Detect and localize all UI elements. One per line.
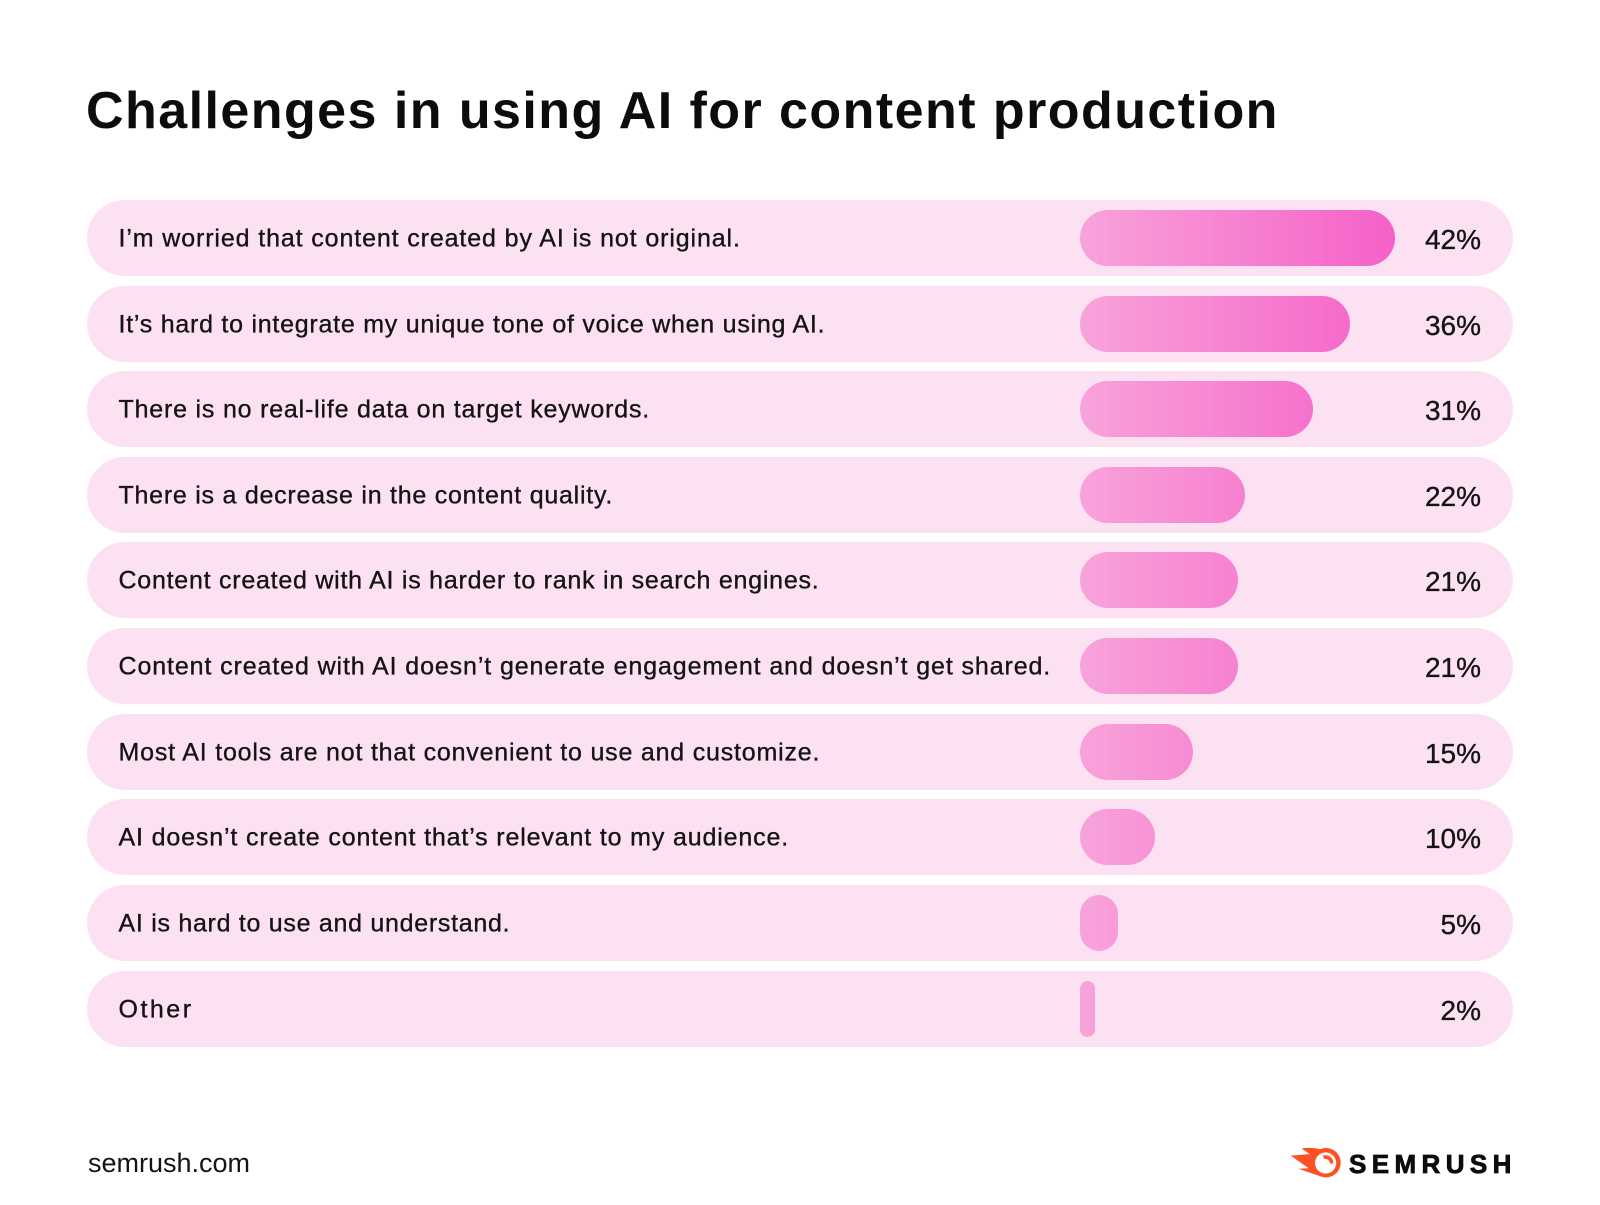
svg-text:SEMRUSH: SEMRUSH [1349,1149,1517,1179]
